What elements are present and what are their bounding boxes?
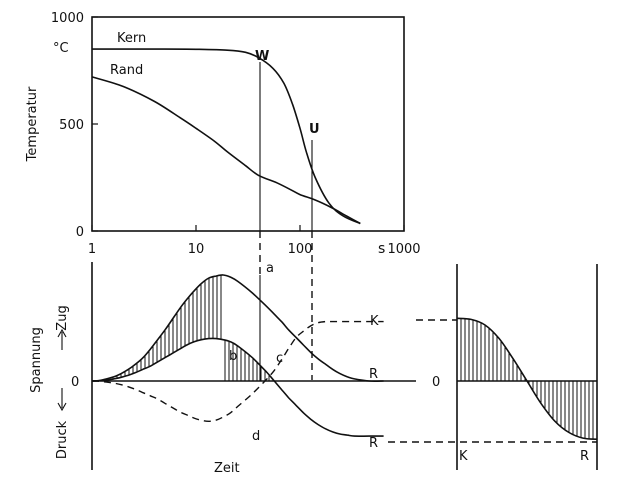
annotation-k: K <box>370 314 379 329</box>
temperature-chart: 0 500 1000 1 10 100 1000 °C s Temperatur Kern… <box>25 11 421 257</box>
temperature-x-tick-label: 1000 <box>387 242 420 257</box>
annotation-a: a <box>266 261 274 276</box>
stress-chart: 0 Spannung Zug Druck Zeit a b c d K R R <box>29 261 597 476</box>
temperature-x-unit: s <box>378 241 385 257</box>
stress-y-label: Spannung <box>29 327 44 393</box>
temperature-y-tick-label: 1000 <box>51 11 84 26</box>
series-rand-label: Rand <box>110 63 143 78</box>
stress-positive-label: Zug <box>55 305 70 330</box>
annotation-u: U <box>309 122 320 137</box>
temperature-y-label: Temperatur <box>25 86 40 162</box>
temperature-x-tick-label: 10 <box>188 242 205 257</box>
residual-stress-line <box>456 317 598 440</box>
stress-zero-label: 0 <box>71 375 79 390</box>
series-a-line <box>91 274 384 382</box>
temperature-x-tick-label: 100 <box>288 242 313 257</box>
temperature-y-unit: °C <box>53 41 69 56</box>
temperature-y-tick-label: 500 <box>59 118 84 133</box>
series-kern-label: Kern <box>117 31 146 46</box>
temperature-x-tick-label: 1 <box>88 242 96 257</box>
stress-negative-label: Druck <box>55 420 70 459</box>
arrow-up-icon <box>57 328 67 350</box>
annotation-c: c <box>276 351 283 366</box>
series-kern-line <box>92 48 361 225</box>
temperature-y-tick-label: 0 <box>76 225 84 240</box>
annotation-b: b <box>229 349 237 364</box>
residual-k-label: K <box>459 449 468 464</box>
stress-x-label: Zeit <box>214 461 240 476</box>
hatched-region-a-b <box>92 275 224 381</box>
residual-r-label: R <box>580 449 589 464</box>
hatched-region-b-zero <box>223 339 275 381</box>
residual-hatched-region <box>457 318 597 440</box>
annotation-r-top: R <box>369 367 378 382</box>
temperature-x-ticks: 1 10 100 1000 <box>88 225 421 257</box>
series-rand-line <box>91 76 361 225</box>
annotation-r-bottom: R <box>369 436 378 451</box>
residual-stress-chart: 0 K R <box>432 264 598 470</box>
series-b-line <box>91 337 384 437</box>
residual-zero-label: 0 <box>432 375 440 390</box>
temperature-y-ticks: 0 500 1000 <box>51 11 98 240</box>
annotation-d: d <box>252 429 260 444</box>
annotation-w: W <box>255 49 269 64</box>
arrow-down-icon <box>57 388 67 412</box>
